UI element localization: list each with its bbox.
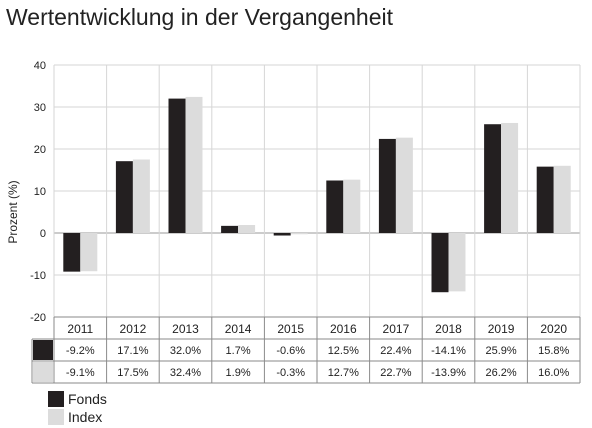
data-label-fonds: 12.5% bbox=[328, 345, 359, 357]
legend-swatch-fonds bbox=[48, 391, 64, 407]
bar-fonds-2015 bbox=[273, 233, 291, 236]
legend: Fonds Index bbox=[48, 390, 107, 426]
y-axis-title: Prozent (%) bbox=[6, 180, 20, 243]
y-tick-label: 30 bbox=[34, 102, 46, 114]
data-label-index: -9.1% bbox=[66, 367, 95, 379]
data-label-index: 1.9% bbox=[226, 367, 251, 379]
bar-fonds-2012 bbox=[115, 161, 133, 233]
legend-item-index: Index bbox=[48, 408, 107, 426]
y-tick-label: 20 bbox=[34, 144, 46, 156]
legend-label-fonds: Fonds bbox=[68, 391, 107, 407]
y-tick-label: -20 bbox=[30, 312, 46, 324]
data-label-fonds: 1.7% bbox=[226, 345, 251, 357]
bar-index-2019 bbox=[501, 122, 519, 233]
data-label-index: -0.3% bbox=[276, 367, 305, 379]
x-tick-label: 2015 bbox=[277, 322, 304, 336]
y-tick-label: 0 bbox=[40, 228, 46, 240]
bar-fonds-2016 bbox=[326, 180, 344, 233]
bar-layer bbox=[63, 96, 571, 293]
bar-index-2020 bbox=[553, 165, 571, 233]
legend-item-fonds: Fonds bbox=[48, 390, 107, 408]
x-tick-label: 2013 bbox=[172, 322, 199, 336]
x-tick-label: 2017 bbox=[383, 322, 410, 336]
bar-index-2011 bbox=[80, 233, 98, 272]
data-label-fonds: 22.4% bbox=[380, 345, 411, 357]
bar-fonds-2017 bbox=[378, 138, 396, 233]
data-label-fonds: -14.1% bbox=[431, 345, 466, 357]
data-label-index: 12.7% bbox=[328, 367, 359, 379]
x-tick-label: 2014 bbox=[225, 322, 252, 336]
label-layer: 40 30 20 10 0 -10 -20 2011 2012 2013 2014 2015 2016 2… bbox=[30, 60, 569, 379]
data-label-index: 16.0% bbox=[538, 367, 569, 379]
bar-index-2013 bbox=[185, 96, 203, 233]
data-label-index: -13.9% bbox=[431, 367, 466, 379]
data-label-fonds: 25.9% bbox=[485, 345, 516, 357]
data-label-fonds: 17.1% bbox=[117, 345, 148, 357]
data-label-index: 17.5% bbox=[117, 367, 148, 379]
x-tick-label: 2016 bbox=[330, 322, 357, 336]
data-label-fonds: 32.0% bbox=[170, 345, 201, 357]
legend-label-index: Index bbox=[68, 409, 103, 425]
bar-fonds-2019 bbox=[484, 124, 502, 233]
x-tick-label: 2020 bbox=[540, 322, 567, 336]
y-tick-label: 40 bbox=[34, 60, 46, 72]
bar-fonds-2018 bbox=[431, 233, 449, 293]
x-tick-label: 2011 bbox=[67, 322, 93, 336]
table-layer bbox=[31, 316, 581, 384]
x-tick-label: 2019 bbox=[488, 322, 515, 336]
data-label-index: 32.4% bbox=[170, 367, 201, 379]
table-swatch-index bbox=[33, 362, 53, 382]
bar-index-2016 bbox=[343, 179, 361, 233]
bar-fonds-2014 bbox=[221, 225, 239, 233]
x-tick-label: 2012 bbox=[120, 322, 147, 336]
y-tick-label: -10 bbox=[30, 270, 46, 282]
table-swatch-fonds bbox=[33, 340, 53, 360]
bar-index-2015 bbox=[290, 233, 308, 235]
bar-index-2017 bbox=[395, 137, 413, 233]
bar-fonds-2011 bbox=[63, 233, 81, 272]
legend-swatch-index bbox=[48, 409, 64, 425]
data-label-index: 22.7% bbox=[380, 367, 411, 379]
bar-fonds-2020 bbox=[536, 166, 554, 233]
bar-index-2012 bbox=[132, 159, 150, 233]
bar-index-2018 bbox=[448, 233, 466, 292]
chart-title: Wertentwicklung in der Vergangenheit bbox=[6, 4, 393, 30]
data-label-fonds: -0.6% bbox=[276, 345, 305, 357]
bar-fonds-2013 bbox=[168, 98, 186, 233]
data-label-index: 26.2% bbox=[485, 367, 516, 379]
y-tick-label: 10 bbox=[34, 186, 46, 198]
data-label-fonds: -9.2% bbox=[66, 345, 95, 357]
data-label-fonds: 15.8% bbox=[538, 345, 569, 357]
bar-index-2014 bbox=[238, 225, 256, 233]
x-tick-label: 2018 bbox=[435, 322, 462, 336]
grid-layer bbox=[53, 64, 581, 318]
